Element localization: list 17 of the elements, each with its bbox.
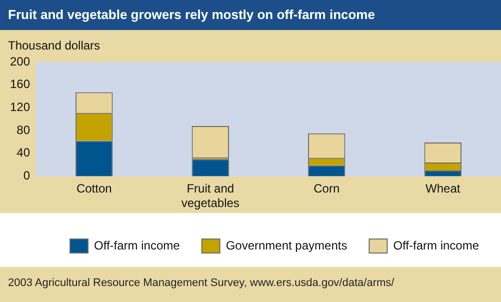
x-tick-label: Wheat [426,182,461,196]
x-tick-label: Corn [314,182,340,196]
y-tick-label: 80 [16,122,30,137]
y-tick-label: 0 [23,168,30,183]
y-tick-label: 120 [10,100,30,114]
legend-label: Off-farm income [94,238,180,252]
y-tick-label: 200 [10,54,30,68]
y-tick-label: 160 [10,77,30,92]
y-tick-label: 40 [16,146,30,160]
legend-label: Government payments [226,238,348,252]
category-label: vegetables [181,196,240,210]
chart-title: Fruit and vegetable growers rely mostly on off-farm income [0,0,501,30]
category-label: Fruit and [186,182,234,196]
x-tick-label: Cotton [76,182,112,196]
y-axis-title: Thousand dollars [8,38,100,52]
legend-label: Off-farm income [393,238,480,252]
text: 2003 Agricultural Resource Management Survey, www.ers.usda.gov/data/arms/ [7,276,396,291]
